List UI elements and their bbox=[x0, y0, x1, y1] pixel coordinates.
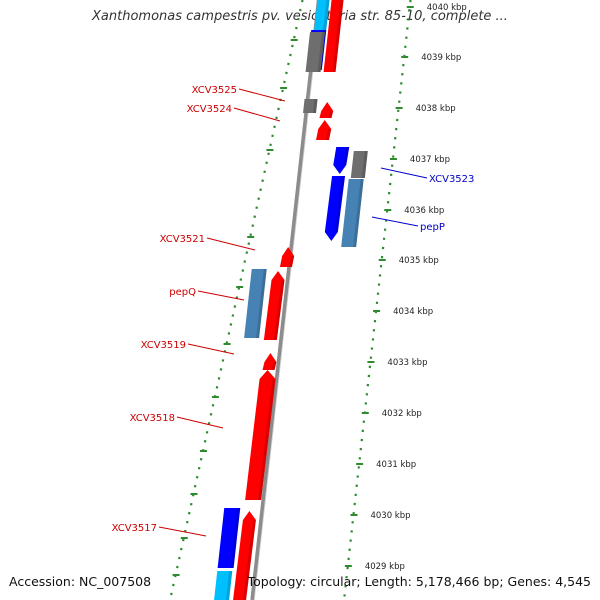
gene-red-pepq-shade bbox=[273, 280, 285, 340]
gene-gray-top bbox=[305, 32, 325, 72]
gene-xcv3524-a-shade bbox=[328, 111, 334, 118]
scale-ticks: 4040 kbp 4039 kbp 4038 kbp 4037 kbp 4036 kbp… bbox=[172, 3, 467, 576]
gene-label-pepq: pepQ bbox=[169, 287, 196, 298]
gene-xcv3523-a-shade bbox=[343, 147, 350, 165]
scale-tick-label: 4031 kbp bbox=[376, 460, 416, 470]
gene-gray-right-shade bbox=[361, 151, 368, 178]
gene-label-xcv3524: XCV3524 bbox=[187, 104, 232, 115]
leader-line bbox=[380, 167, 428, 179]
gene-xcv3523-b-shade bbox=[334, 176, 346, 232]
gene-cyan-bottom bbox=[214, 571, 233, 600]
scale-tick-label: 4039 kbp bbox=[421, 53, 461, 63]
gene-label-xcv3523: XCV3523 bbox=[429, 174, 474, 185]
gene-xcv3524-b-shade bbox=[326, 129, 332, 140]
map-title: Xanthomonas campestris pv. vesicatoria s… bbox=[92, 9, 508, 24]
scale-tick-label: 4040 kbp bbox=[427, 3, 467, 13]
gene-xcv3521-shade bbox=[288, 256, 295, 267]
right-dotted-line bbox=[342, 0, 412, 600]
leader-line bbox=[176, 416, 224, 429]
gene-pepq bbox=[244, 269, 267, 338]
leader-line bbox=[371, 216, 419, 227]
gene-label-pepp: pepP bbox=[420, 222, 445, 233]
gene-xcv3524-a bbox=[319, 102, 334, 118]
gene-xcv3523-a bbox=[333, 147, 350, 174]
gene-red-pepq bbox=[263, 271, 285, 340]
scale-tick-label: 4033 kbp bbox=[387, 358, 427, 368]
scale-tick-label: 4038 kbp bbox=[416, 104, 456, 114]
gene-gray-top-shade bbox=[317, 32, 325, 72]
summary-text: Topology: circular; Length: 5,178,466 bp… bbox=[247, 574, 591, 589]
gene-xcv3518 bbox=[245, 370, 276, 500]
gene-blue-bottom bbox=[217, 508, 241, 568]
gene-pepq-shade bbox=[256, 269, 267, 338]
scale-tick-label: 4032 kbp bbox=[382, 409, 422, 419]
gene-pepp-shade bbox=[353, 179, 364, 247]
gene-xcv3524-b bbox=[316, 120, 332, 140]
gene-label-xcv3521: XCV3521 bbox=[160, 234, 205, 245]
gene-xcv3517 bbox=[233, 511, 256, 600]
leader-line bbox=[187, 343, 235, 355]
gene-xcv3519-shade bbox=[271, 362, 277, 370]
gene-red-top bbox=[323, 0, 344, 72]
gene-cyan-bottom-shade bbox=[226, 571, 233, 600]
gene-label-xcv3525: XCV3525 bbox=[192, 85, 237, 96]
scale-tick-label: 4036 kbp bbox=[404, 206, 444, 216]
gene-xcv3517-shade bbox=[243, 520, 256, 600]
gene-xcv3518-shade bbox=[258, 379, 276, 500]
gene-xcv3519 bbox=[262, 353, 277, 370]
gene-cyan-top bbox=[313, 0, 330, 37]
gene-labels: XCV3525 XCV3524 XCV3521 pepQ XCV3519 XCV3518 X… bbox=[112, 85, 474, 537]
scale-tick-label: 4029 kbp bbox=[365, 562, 405, 572]
scale-tick-label: 4037 kbp bbox=[410, 155, 450, 165]
gene-cyan-top-shade bbox=[322, 0, 330, 37]
leader-line bbox=[233, 107, 281, 122]
leader-line bbox=[206, 237, 256, 251]
gene-xcv3525 bbox=[303, 99, 318, 113]
gene-label-xcv3517: XCV3517 bbox=[112, 523, 157, 534]
gene-gray-right bbox=[350, 151, 368, 178]
leader-line bbox=[158, 526, 207, 537]
gene-features bbox=[214, 0, 368, 600]
scale-tick-label: 4030 kbp bbox=[370, 511, 410, 521]
gene-xcv3521 bbox=[279, 247, 295, 267]
gene-label-xcv3518: XCV3518 bbox=[130, 413, 175, 424]
gene-blue-bottom-shade bbox=[230, 508, 241, 568]
gene-red-top-shade bbox=[332, 0, 344, 72]
scale-tick-label: 4035 kbp bbox=[399, 256, 439, 266]
accession-text: Accession: NC_007508 bbox=[9, 574, 152, 589]
gene-xcv3525-shade bbox=[313, 99, 318, 113]
gene-pepp bbox=[341, 179, 364, 247]
leader-line bbox=[197, 290, 245, 301]
gene-xcv3523-b bbox=[324, 176, 346, 241]
gene-label-xcv3519: XCV3519 bbox=[141, 340, 186, 351]
leader-line bbox=[238, 88, 286, 102]
scale-tick-label: 4034 kbp bbox=[393, 307, 433, 317]
